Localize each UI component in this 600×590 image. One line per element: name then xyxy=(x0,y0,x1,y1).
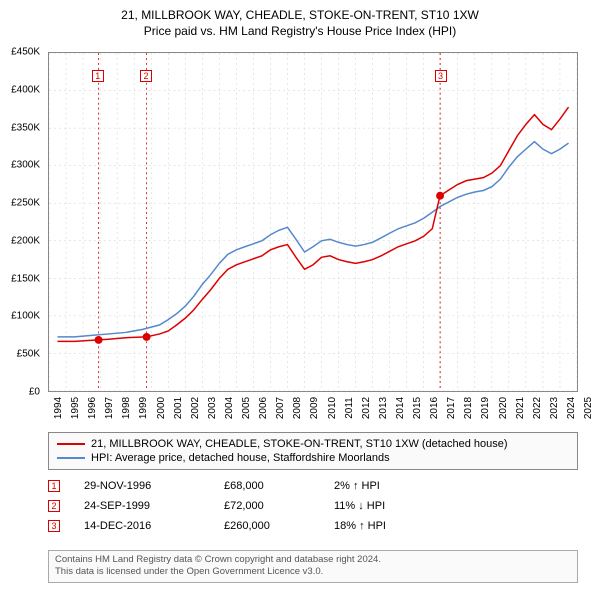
title-line1: 21, MILLBROOK WAY, CHEADLE, STOKE-ON-TRE… xyxy=(10,8,590,22)
event-hpi-0: 2% ↑ HPI xyxy=(334,480,454,492)
chart-marker-3: 3 xyxy=(435,70,447,82)
x-tick-label: 2018 xyxy=(463,397,474,419)
legend-label-0: 21, MILLBROOK WAY, CHEADLE, STOKE-ON-TRE… xyxy=(91,438,508,450)
x-tick-label: 2002 xyxy=(190,397,201,419)
chart-container: 21, MILLBROOK WAY, CHEADLE, STOKE-ON-TRE… xyxy=(0,0,600,590)
chart-marker-1: 1 xyxy=(92,70,104,82)
chart-title: 21, MILLBROOK WAY, CHEADLE, STOKE-ON-TRE… xyxy=(0,0,600,42)
event-marker-1: 2 xyxy=(48,500,60,512)
x-tick-label: 2011 xyxy=(343,397,354,419)
event-hpi-1: 11% ↓ HPI xyxy=(334,500,454,512)
y-tick-label: £450K xyxy=(11,47,40,58)
x-tick-label: 2020 xyxy=(498,397,509,419)
plot-area xyxy=(48,52,578,392)
footer-line1: Contains HM Land Registry data © Crown c… xyxy=(55,554,571,566)
event-row-1: 2 24-SEP-1999 £72,000 11% ↓ HPI xyxy=(48,496,578,516)
x-tick-label: 2014 xyxy=(395,397,406,419)
x-tick-label: 1995 xyxy=(70,397,81,419)
legend-swatch-0 xyxy=(57,443,85,445)
x-tick-label: 2005 xyxy=(241,397,252,419)
event-price-0: £68,000 xyxy=(224,480,334,492)
legend-item-1: HPI: Average price, detached house, Staf… xyxy=(57,451,569,465)
chart-marker-2: 2 xyxy=(140,70,152,82)
x-tick-label: 2022 xyxy=(532,397,543,419)
event-date-2: 14-DEC-2016 xyxy=(84,520,224,532)
event-date-1: 24-SEP-1999 xyxy=(84,500,224,512)
x-tick-label: 2001 xyxy=(173,397,184,419)
x-tick-label: 1998 xyxy=(122,397,133,419)
y-tick-label: £150K xyxy=(11,273,40,284)
title-line2: Price paid vs. HM Land Registry's House … xyxy=(10,24,590,38)
event-date-0: 29-NOV-1996 xyxy=(84,480,224,492)
event-row-0: 1 29-NOV-1996 £68,000 2% ↑ HPI xyxy=(48,476,578,496)
y-tick-label: £0 xyxy=(29,387,40,398)
x-tick-label: 2004 xyxy=(224,397,235,419)
x-tick-label: 1999 xyxy=(139,397,150,419)
event-price-1: £72,000 xyxy=(224,500,334,512)
x-tick-label: 2023 xyxy=(549,397,560,419)
footer: Contains HM Land Registry data © Crown c… xyxy=(48,550,578,583)
y-tick-label: £350K xyxy=(11,122,40,133)
y-tick-label: £300K xyxy=(11,160,40,171)
y-tick-label: £400K xyxy=(11,84,40,95)
x-tick-label: 2003 xyxy=(207,397,218,419)
x-tick-label: 2010 xyxy=(327,397,338,419)
x-tick-label: 1996 xyxy=(87,397,98,419)
x-tick-label: 2025 xyxy=(583,397,594,419)
event-row-2: 3 14-DEC-2016 £260,000 18% ↑ HPI xyxy=(48,516,578,536)
x-tick-label: 1994 xyxy=(53,397,64,419)
x-tick-label: 1997 xyxy=(104,397,115,419)
x-tick-label: 2012 xyxy=(361,397,372,419)
legend-swatch-1 xyxy=(57,457,85,459)
y-tick-label: £250K xyxy=(11,198,40,209)
x-axis: 1994 1995 1996 1997 1998 1999 2000 2001 2002 2003… xyxy=(48,394,578,424)
legend-label-1: HPI: Average price, detached house, Staf… xyxy=(91,452,390,464)
legend-item-0: 21, MILLBROOK WAY, CHEADLE, STOKE-ON-TRE… xyxy=(57,437,569,451)
y-tick-label: £50K xyxy=(17,349,40,360)
event-marker-2: 3 xyxy=(48,520,60,532)
x-tick-label: 2017 xyxy=(446,397,457,419)
footer-line2: This data is licensed under the Open Gov… xyxy=(55,566,571,578)
x-tick-label: 2006 xyxy=(258,397,269,419)
x-tick-label: 2007 xyxy=(275,397,286,419)
event-hpi-2: 18% ↑ HPI xyxy=(334,520,454,532)
x-tick-label: 2009 xyxy=(310,397,321,419)
x-tick-label: 2013 xyxy=(378,397,389,419)
y-tick-label: £200K xyxy=(11,235,40,246)
x-tick-label: 2000 xyxy=(156,397,167,419)
x-tick-label: 2019 xyxy=(481,397,492,419)
legend: 21, MILLBROOK WAY, CHEADLE, STOKE-ON-TRE… xyxy=(48,432,578,470)
x-tick-label: 2008 xyxy=(292,397,303,419)
x-tick-label: 2016 xyxy=(429,397,440,419)
event-marker-0: 1 xyxy=(48,480,60,492)
events-table: 1 29-NOV-1996 £68,000 2% ↑ HPI 2 24-SEP-… xyxy=(48,476,578,536)
chart-svg xyxy=(49,53,577,391)
x-tick-label: 2021 xyxy=(515,397,526,419)
y-axis: £0£50K£100K£150K£200K£250K£300K£350K£400… xyxy=(0,52,44,392)
x-tick-label: 2015 xyxy=(412,397,423,419)
x-tick-label: 2024 xyxy=(566,397,577,419)
event-price-2: £260,000 xyxy=(224,520,334,532)
y-tick-label: £100K xyxy=(11,311,40,322)
